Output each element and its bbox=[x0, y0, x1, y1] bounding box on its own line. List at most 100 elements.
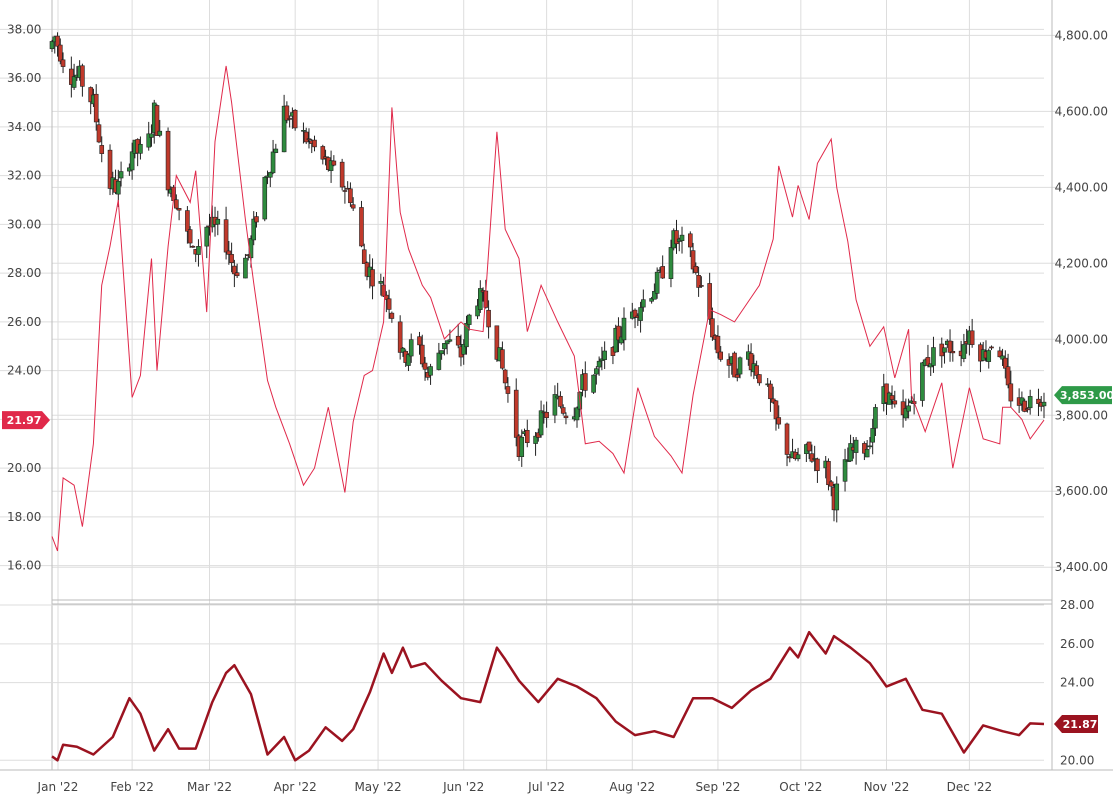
candle-body bbox=[361, 249, 367, 264]
right-value-badge: 3,853.00 bbox=[1054, 386, 1113, 405]
candle-body bbox=[641, 299, 646, 308]
x-tick-label: Feb '22 bbox=[110, 780, 154, 794]
x-tick-label: Mar '22 bbox=[187, 780, 232, 794]
badge-shape bbox=[1054, 386, 1112, 405]
candle-body bbox=[707, 283, 712, 320]
candle-body bbox=[795, 454, 801, 460]
candle-body bbox=[306, 138, 312, 141]
candle-body bbox=[176, 208, 182, 211]
candle-body bbox=[165, 130, 171, 191]
candle-body bbox=[544, 412, 549, 419]
candle-body bbox=[906, 405, 911, 412]
candle-body bbox=[154, 105, 160, 136]
candle-body bbox=[710, 318, 715, 338]
candle-body bbox=[478, 288, 483, 310]
lower-line-series bbox=[51, 630, 1045, 762]
candle-body bbox=[439, 350, 444, 355]
candle-body bbox=[500, 349, 505, 369]
candle-body bbox=[505, 386, 511, 394]
candle-body bbox=[1027, 396, 1033, 409]
x-tick-label: Aug '22 bbox=[609, 780, 655, 794]
candle-body bbox=[950, 351, 956, 354]
candle-body bbox=[997, 350, 1003, 358]
candle-body bbox=[397, 321, 403, 353]
candle-body bbox=[267, 172, 273, 178]
x-tick-label: Jan '22 bbox=[37, 780, 79, 794]
candle-body bbox=[88, 87, 93, 103]
candle-body bbox=[287, 118, 292, 120]
x-tick-label: Dec '22 bbox=[947, 780, 993, 794]
candle-body bbox=[270, 151, 276, 174]
lower-tick-label: 28.00 bbox=[1060, 598, 1094, 612]
candle-body bbox=[229, 254, 234, 263]
candle-body bbox=[320, 146, 326, 160]
badge-shape bbox=[2, 411, 50, 430]
candle-body bbox=[342, 190, 348, 192]
candle-body bbox=[828, 481, 834, 487]
candle-body bbox=[146, 133, 152, 148]
candle-body bbox=[251, 218, 257, 241]
candle-body bbox=[931, 347, 936, 366]
candle-body bbox=[638, 307, 643, 321]
candle-body bbox=[436, 352, 442, 370]
candle-body bbox=[583, 373, 588, 391]
candle-body bbox=[254, 216, 259, 223]
candle-body bbox=[262, 176, 268, 220]
x-tick-label: May '22 bbox=[354, 780, 401, 794]
candle-body bbox=[1008, 383, 1014, 402]
candle-body bbox=[892, 400, 898, 405]
left-axis-line-series bbox=[51, 65, 1045, 552]
candle-body bbox=[1003, 357, 1008, 369]
candle-body bbox=[49, 41, 55, 50]
candle-body bbox=[328, 160, 334, 171]
candle-body bbox=[386, 298, 392, 310]
candle-body bbox=[406, 354, 411, 366]
candle-body bbox=[649, 298, 654, 302]
candle-body bbox=[942, 347, 947, 353]
candle-body bbox=[303, 131, 309, 143]
candle-body bbox=[947, 340, 953, 353]
candle-body bbox=[232, 265, 237, 275]
left-tick-label: 18.00 bbox=[7, 510, 41, 524]
candle-body bbox=[784, 423, 790, 455]
candle-body bbox=[668, 247, 674, 279]
candle-body bbox=[157, 130, 163, 136]
grid-lines bbox=[0, 0, 1113, 771]
candle-body bbox=[621, 317, 627, 341]
candle-body bbox=[55, 35, 60, 47]
candle-body bbox=[632, 309, 638, 318]
x-tick-label: Jul '22 bbox=[527, 780, 565, 794]
candle-body bbox=[226, 250, 232, 255]
candle-body bbox=[715, 335, 721, 354]
x-tick-label: Jun '22 bbox=[442, 780, 484, 794]
candle-body bbox=[853, 439, 859, 453]
candle-body bbox=[524, 429, 530, 444]
candle-body bbox=[1005, 366, 1011, 386]
lower-grid-lines bbox=[0, 604, 1044, 761]
candle-body bbox=[920, 362, 925, 401]
candle-body bbox=[174, 199, 179, 209]
candle-body bbox=[301, 130, 306, 132]
candle-body bbox=[389, 312, 395, 319]
candle-body bbox=[848, 443, 853, 462]
candle-body bbox=[768, 383, 773, 400]
candle-body bbox=[519, 436, 525, 457]
candle-body bbox=[1036, 398, 1041, 404]
candle-body bbox=[1041, 401, 1047, 407]
candle-body bbox=[378, 281, 384, 284]
candle-body bbox=[138, 143, 143, 154]
candle-body bbox=[502, 369, 508, 384]
candle-body bbox=[190, 245, 196, 248]
candle-body bbox=[461, 343, 467, 355]
candle-body bbox=[80, 65, 85, 87]
candle-body bbox=[616, 325, 621, 341]
right-tick-label: 4,000.00 bbox=[1055, 332, 1108, 346]
candle-body bbox=[444, 340, 450, 345]
candle-body bbox=[442, 343, 447, 350]
candle-body bbox=[718, 351, 724, 360]
right-tick-label: 4,200.00 bbox=[1055, 256, 1108, 270]
candle-body bbox=[1000, 355, 1005, 360]
value-badges: 21.97 3,853.00 21.87 bbox=[2, 386, 1113, 733]
candle-body bbox=[57, 44, 63, 62]
candle-body bbox=[381, 284, 386, 297]
